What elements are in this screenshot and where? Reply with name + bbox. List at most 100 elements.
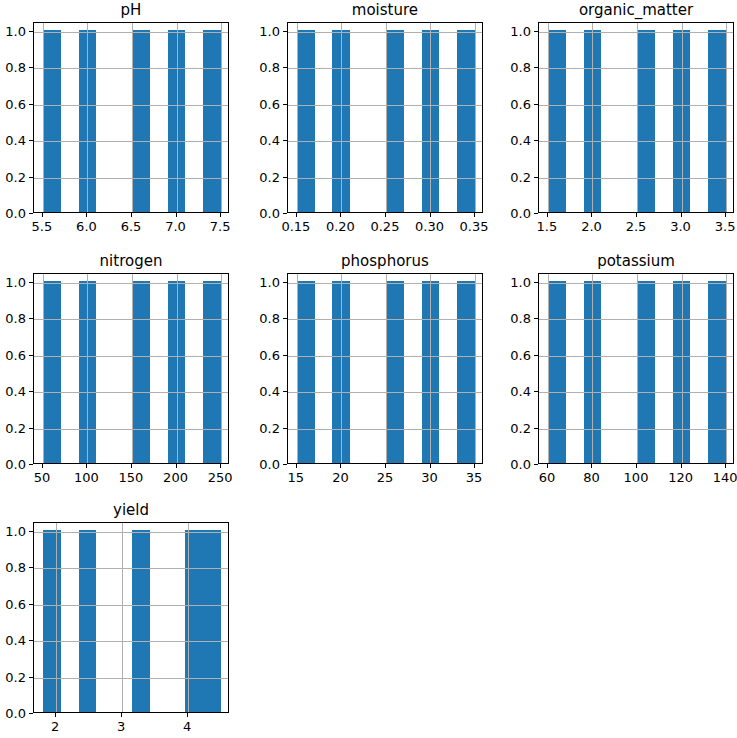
histogram-bar [297, 281, 315, 463]
x-tick-label: 25 [360, 470, 410, 485]
gridline [87, 23, 88, 212]
y-tick-mark [534, 318, 538, 319]
histogram-bar [637, 30, 655, 212]
histogram-bar [708, 30, 726, 212]
gridline [34, 568, 228, 569]
histogram-bar [386, 30, 404, 212]
subplot-moisture: moisture0.150.200.250.300.350.00.20.40.6… [246, 0, 492, 246]
y-tick-mark [283, 104, 287, 105]
x-tick-label: 50 [17, 470, 67, 485]
axes-area [33, 273, 229, 464]
y-tick-label: 1.0 [0, 524, 26, 539]
y-tick-mark [29, 31, 33, 32]
y-tick-mark [534, 355, 538, 356]
y-tick-mark [534, 31, 538, 32]
plot-title: moisture [287, 1, 483, 19]
x-tick-mark [220, 464, 221, 468]
gridline [539, 105, 733, 106]
histogram-bar [43, 281, 61, 463]
histogram-bar [43, 530, 61, 712]
gridline [288, 105, 482, 106]
y-tick-mark [283, 391, 287, 392]
x-tick-label: 200 [151, 470, 201, 485]
y-tick-label: 0.0 [0, 706, 26, 721]
histogram-bar [79, 530, 97, 712]
x-tick-label: 4 [162, 719, 212, 734]
x-tick-mark [681, 213, 682, 217]
y-tick-mark [29, 67, 33, 68]
x-tick-label: 60 [522, 470, 572, 485]
y-tick-label: 0.8 [491, 60, 531, 75]
y-tick-label: 0.6 [246, 97, 280, 112]
x-tick-mark [385, 464, 386, 468]
plot-title: nitrogen [33, 252, 229, 270]
y-tick-mark [283, 177, 287, 178]
y-tick-mark [29, 677, 33, 678]
x-tick-mark [725, 213, 726, 217]
y-tick-label: 0.2 [491, 170, 531, 185]
gridline [177, 23, 178, 212]
y-tick-label: 0.6 [246, 348, 280, 363]
x-tick-label: 7.5 [195, 219, 245, 234]
x-tick-mark [121, 713, 122, 717]
y-tick-label: 1.0 [491, 275, 531, 290]
x-tick-label: 15 [271, 470, 321, 485]
histogram-bar [457, 30, 475, 212]
x-tick-mark [296, 213, 297, 217]
histogram-bar [386, 281, 404, 463]
x-tick-label: 2 [30, 719, 80, 734]
subplot-potassium: potassium60801001201400.00.20.40.60.81.0 [491, 246, 737, 492]
histogram-bar [132, 30, 150, 212]
x-tick-mark [474, 464, 475, 468]
x-tick-mark [86, 464, 87, 468]
gridline [682, 274, 683, 463]
x-tick-mark [636, 213, 637, 217]
plot-title: yield [33, 501, 229, 519]
gridline [539, 429, 733, 430]
gridline [297, 23, 298, 212]
x-tick-mark [725, 464, 726, 468]
y-tick-label: 0.8 [246, 60, 280, 75]
plot-title: pH [33, 1, 229, 19]
y-tick-label: 0.8 [0, 311, 26, 326]
histogram-bar [708, 281, 726, 463]
histogram-grid-figure: pH5.56.06.57.07.50.00.20.40.60.81.0moist… [0, 0, 737, 738]
y-tick-label: 0.4 [0, 133, 26, 148]
x-tick-label: 3 [96, 719, 146, 734]
gridline [34, 392, 228, 393]
y-tick-label: 0.0 [0, 206, 26, 221]
y-tick-mark [534, 428, 538, 429]
x-tick-label: 20 [315, 470, 365, 485]
plot-title: potassium [538, 252, 734, 270]
y-tick-label: 0.0 [246, 206, 280, 221]
y-tick-label: 0.6 [0, 597, 26, 612]
x-tick-label: 3.0 [656, 219, 706, 234]
axes-area [538, 22, 734, 213]
y-tick-mark [29, 640, 33, 641]
gridline [539, 68, 733, 69]
gridline [221, 274, 222, 463]
gridline [539, 319, 733, 320]
histogram-bar [203, 30, 221, 212]
histogram-bar [43, 30, 61, 212]
y-tick-mark [283, 213, 287, 214]
axes-area [287, 22, 483, 213]
subplot-yield: yield2340.00.20.40.60.81.0 [0, 492, 246, 738]
gridline [56, 523, 57, 712]
gridline [43, 23, 44, 212]
gridline [539, 178, 733, 179]
y-tick-label: 1.0 [491, 24, 531, 39]
histogram-bar [548, 30, 566, 212]
gridline [637, 23, 638, 212]
x-tick-mark [340, 213, 341, 217]
y-tick-mark [29, 282, 33, 283]
gridline [288, 178, 482, 179]
x-tick-mark [42, 464, 43, 468]
x-tick-label: 0.15 [271, 219, 321, 234]
x-tick-mark [681, 464, 682, 468]
gridline [539, 392, 733, 393]
y-tick-mark [283, 282, 287, 283]
x-tick-mark [131, 213, 132, 217]
histogram-bar [548, 281, 566, 463]
y-tick-mark [29, 567, 33, 568]
